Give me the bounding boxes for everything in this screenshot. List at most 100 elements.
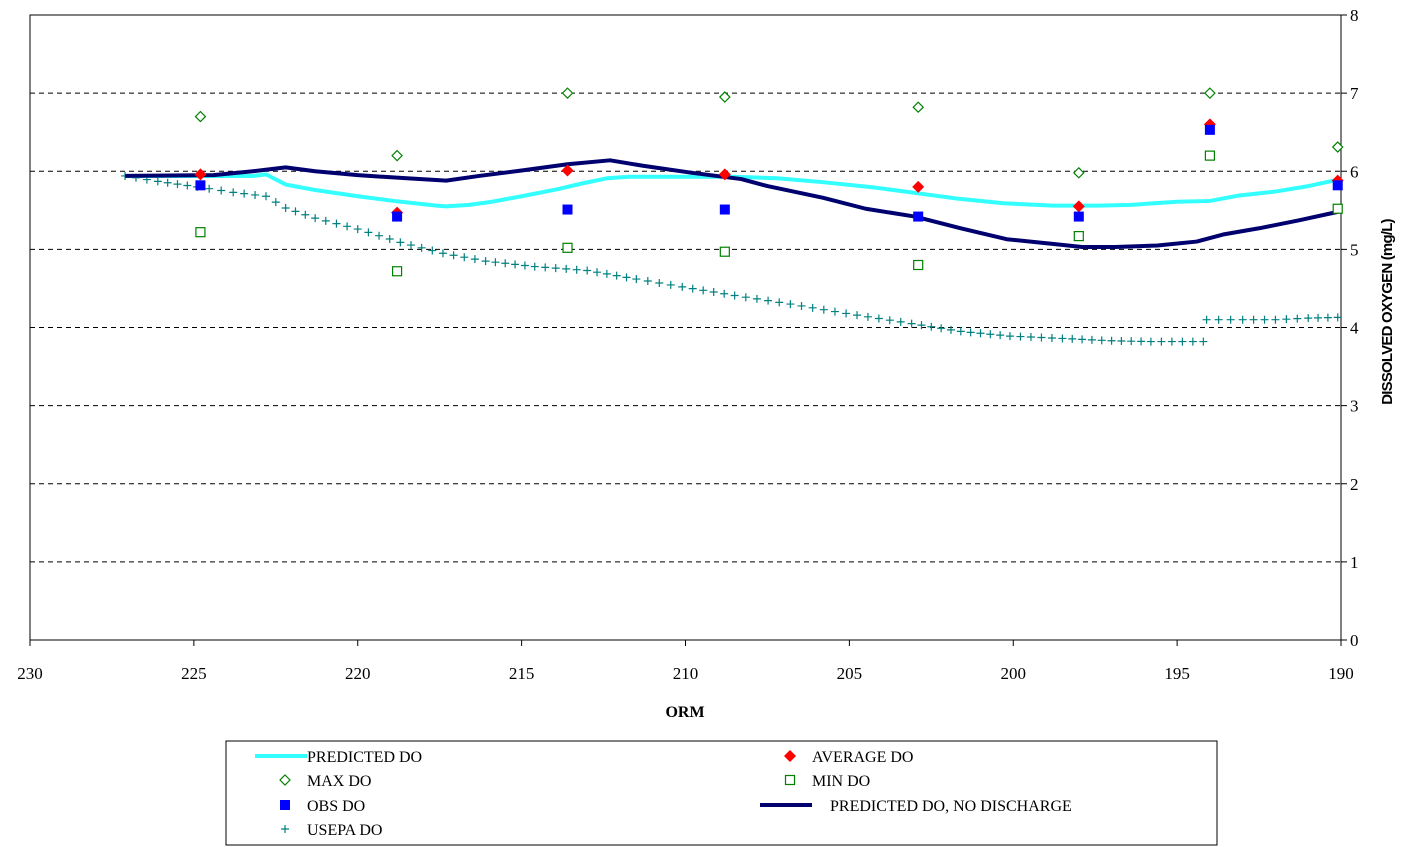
data-point <box>912 180 925 193</box>
data-point <box>808 303 817 312</box>
data-point <box>364 228 373 237</box>
data-point <box>392 211 403 222</box>
data-point <box>797 301 806 310</box>
legend-box <box>225 740 1218 846</box>
x-axis: 230 225 220 215 210 205 200 195 190 <box>17 640 1354 683</box>
data-point <box>678 282 687 291</box>
data-point <box>1204 150 1216 161</box>
legend-item: PREDICTED DO <box>255 749 422 766</box>
data-point <box>561 164 574 177</box>
series-average-do <box>194 118 1344 219</box>
data-point <box>1073 211 1084 222</box>
data-point <box>561 87 574 99</box>
data-point <box>1167 337 1176 346</box>
data-point <box>1005 332 1014 341</box>
data-point <box>937 324 946 333</box>
legend-swatch <box>280 800 290 810</box>
data-point <box>1107 336 1116 345</box>
data-point <box>240 189 249 198</box>
data-point <box>688 284 697 293</box>
data-point <box>946 325 955 334</box>
data-point <box>1304 314 1313 323</box>
data-point <box>730 291 739 300</box>
data-point <box>976 329 985 338</box>
plot-area <box>29 14 1342 641</box>
y-tick-label: 8 <box>1350 6 1359 25</box>
data-point <box>966 328 975 337</box>
data-point <box>311 214 320 223</box>
data-point <box>913 259 924 271</box>
data-point <box>491 258 500 267</box>
data-point <box>281 203 290 212</box>
data-point <box>1016 332 1025 341</box>
data-point <box>353 225 362 234</box>
data-point <box>643 277 652 286</box>
legend-label: AVERAGE DO <box>812 749 913 766</box>
data-point <box>195 227 206 238</box>
data-point <box>602 269 611 278</box>
data-point <box>718 91 731 103</box>
data-point <box>217 186 226 195</box>
data-point <box>396 238 405 247</box>
data-point <box>1087 335 1096 344</box>
legend-swatch <box>279 774 291 786</box>
data-point <box>1282 315 1291 324</box>
data-point <box>1332 203 1343 214</box>
data-point <box>562 264 571 273</box>
y-axis-title: DISSOLVED OXYGEN (mg/L) <box>1379 218 1396 404</box>
series-layer <box>121 87 1344 346</box>
y-tick-label: 6 <box>1350 162 1359 181</box>
data-point <box>752 294 761 303</box>
legend-item: USEPA DO <box>281 822 382 839</box>
data-point <box>391 266 403 277</box>
data-point <box>622 273 631 282</box>
data-point <box>1157 337 1166 346</box>
data-point <box>572 265 581 274</box>
series-line <box>125 172 1339 209</box>
series-predicted-do <box>125 172 1339 209</box>
x-tick-label: 220 <box>345 664 371 683</box>
data-point <box>173 180 182 189</box>
legend: PREDICTED DO AVERAGE DO MAX DO MIN DO OBS DO… <box>225 740 1218 846</box>
data-point <box>481 257 490 266</box>
data-point <box>719 204 730 215</box>
legend-item: PREDICTED DO, NO DISCHARGE <box>760 798 1072 815</box>
data-point <box>718 168 731 181</box>
data-point <box>530 262 539 271</box>
series-obs-do <box>195 124 1343 222</box>
data-point <box>551 264 560 273</box>
data-point <box>195 180 206 191</box>
y-tick-label: 7 <box>1350 84 1359 103</box>
data-point <box>885 316 894 325</box>
data-point <box>775 298 784 307</box>
data-point <box>583 266 592 275</box>
data-point <box>1073 230 1084 242</box>
data-point <box>391 149 403 162</box>
data-point <box>1072 200 1085 213</box>
data-point <box>913 211 924 222</box>
data-point <box>1199 337 1208 346</box>
data-point <box>343 222 352 231</box>
data-point <box>1178 337 1187 346</box>
data-point <box>1271 315 1280 324</box>
y-tick-label: 2 <box>1350 475 1359 494</box>
legend-item: AVERAGE DO <box>784 749 913 766</box>
data-point <box>407 241 416 250</box>
data-point <box>912 101 925 114</box>
data-point <box>438 249 447 258</box>
data-point <box>655 278 664 287</box>
legend-label: OBS DO <box>307 798 365 815</box>
data-point <box>699 286 708 295</box>
data-point <box>1323 313 1332 322</box>
data-point <box>956 327 965 336</box>
data-point <box>321 216 330 225</box>
data-point <box>666 280 675 289</box>
data-point <box>562 204 573 215</box>
data-point <box>612 271 621 280</box>
series-predicted-do-no-discharge <box>125 158 1339 250</box>
data-point <box>194 110 207 123</box>
legend-item: MIN DO <box>784 773 870 790</box>
data-point <box>907 319 916 328</box>
data-point <box>719 246 730 257</box>
data-point <box>460 253 469 262</box>
